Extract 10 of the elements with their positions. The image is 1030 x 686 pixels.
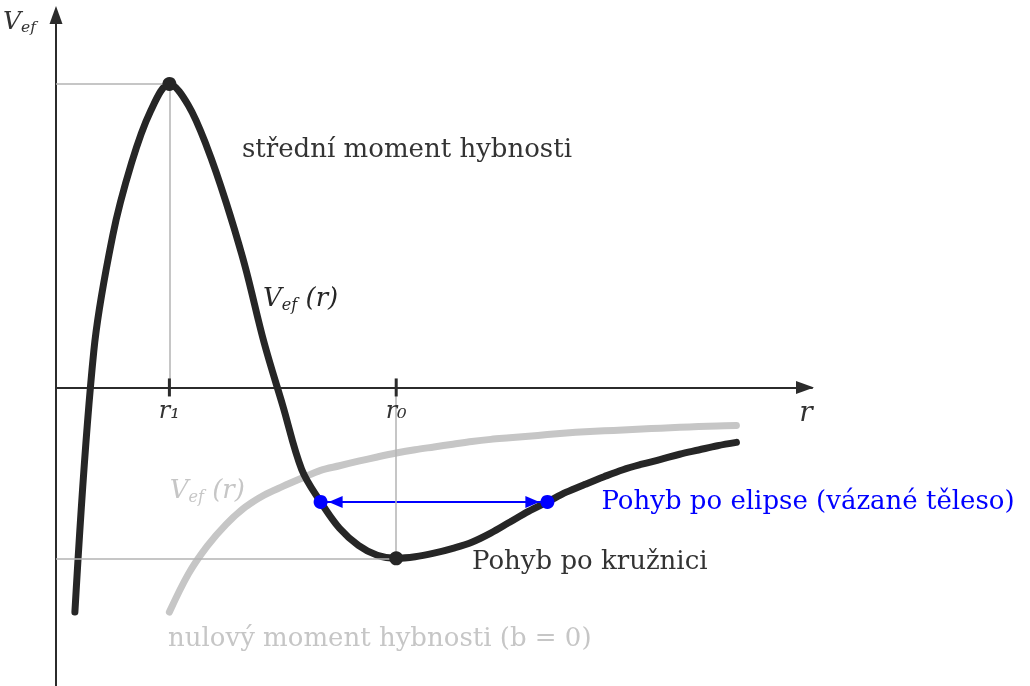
text: nulový moment hybnosti (b = 0) [168, 622, 592, 652]
x-axis-title: r [799, 395, 813, 429]
x-tick-label: r₀ [385, 396, 407, 425]
annotation: Pohyb po kružnici [472, 545, 708, 575]
y-axis-title: V$_{ef}$ [3, 6, 36, 37]
legend-label: Pohyb po elipse (vázané těleso) [601, 484, 1015, 515]
series-label: V$_{ef}$ (r) [263, 282, 339, 314]
annotation: střední moment hybnosti [242, 133, 572, 163]
x-tick-label: r₁ [158, 396, 180, 425]
series-label: V$_{ef}$ (r) [169, 474, 245, 506]
